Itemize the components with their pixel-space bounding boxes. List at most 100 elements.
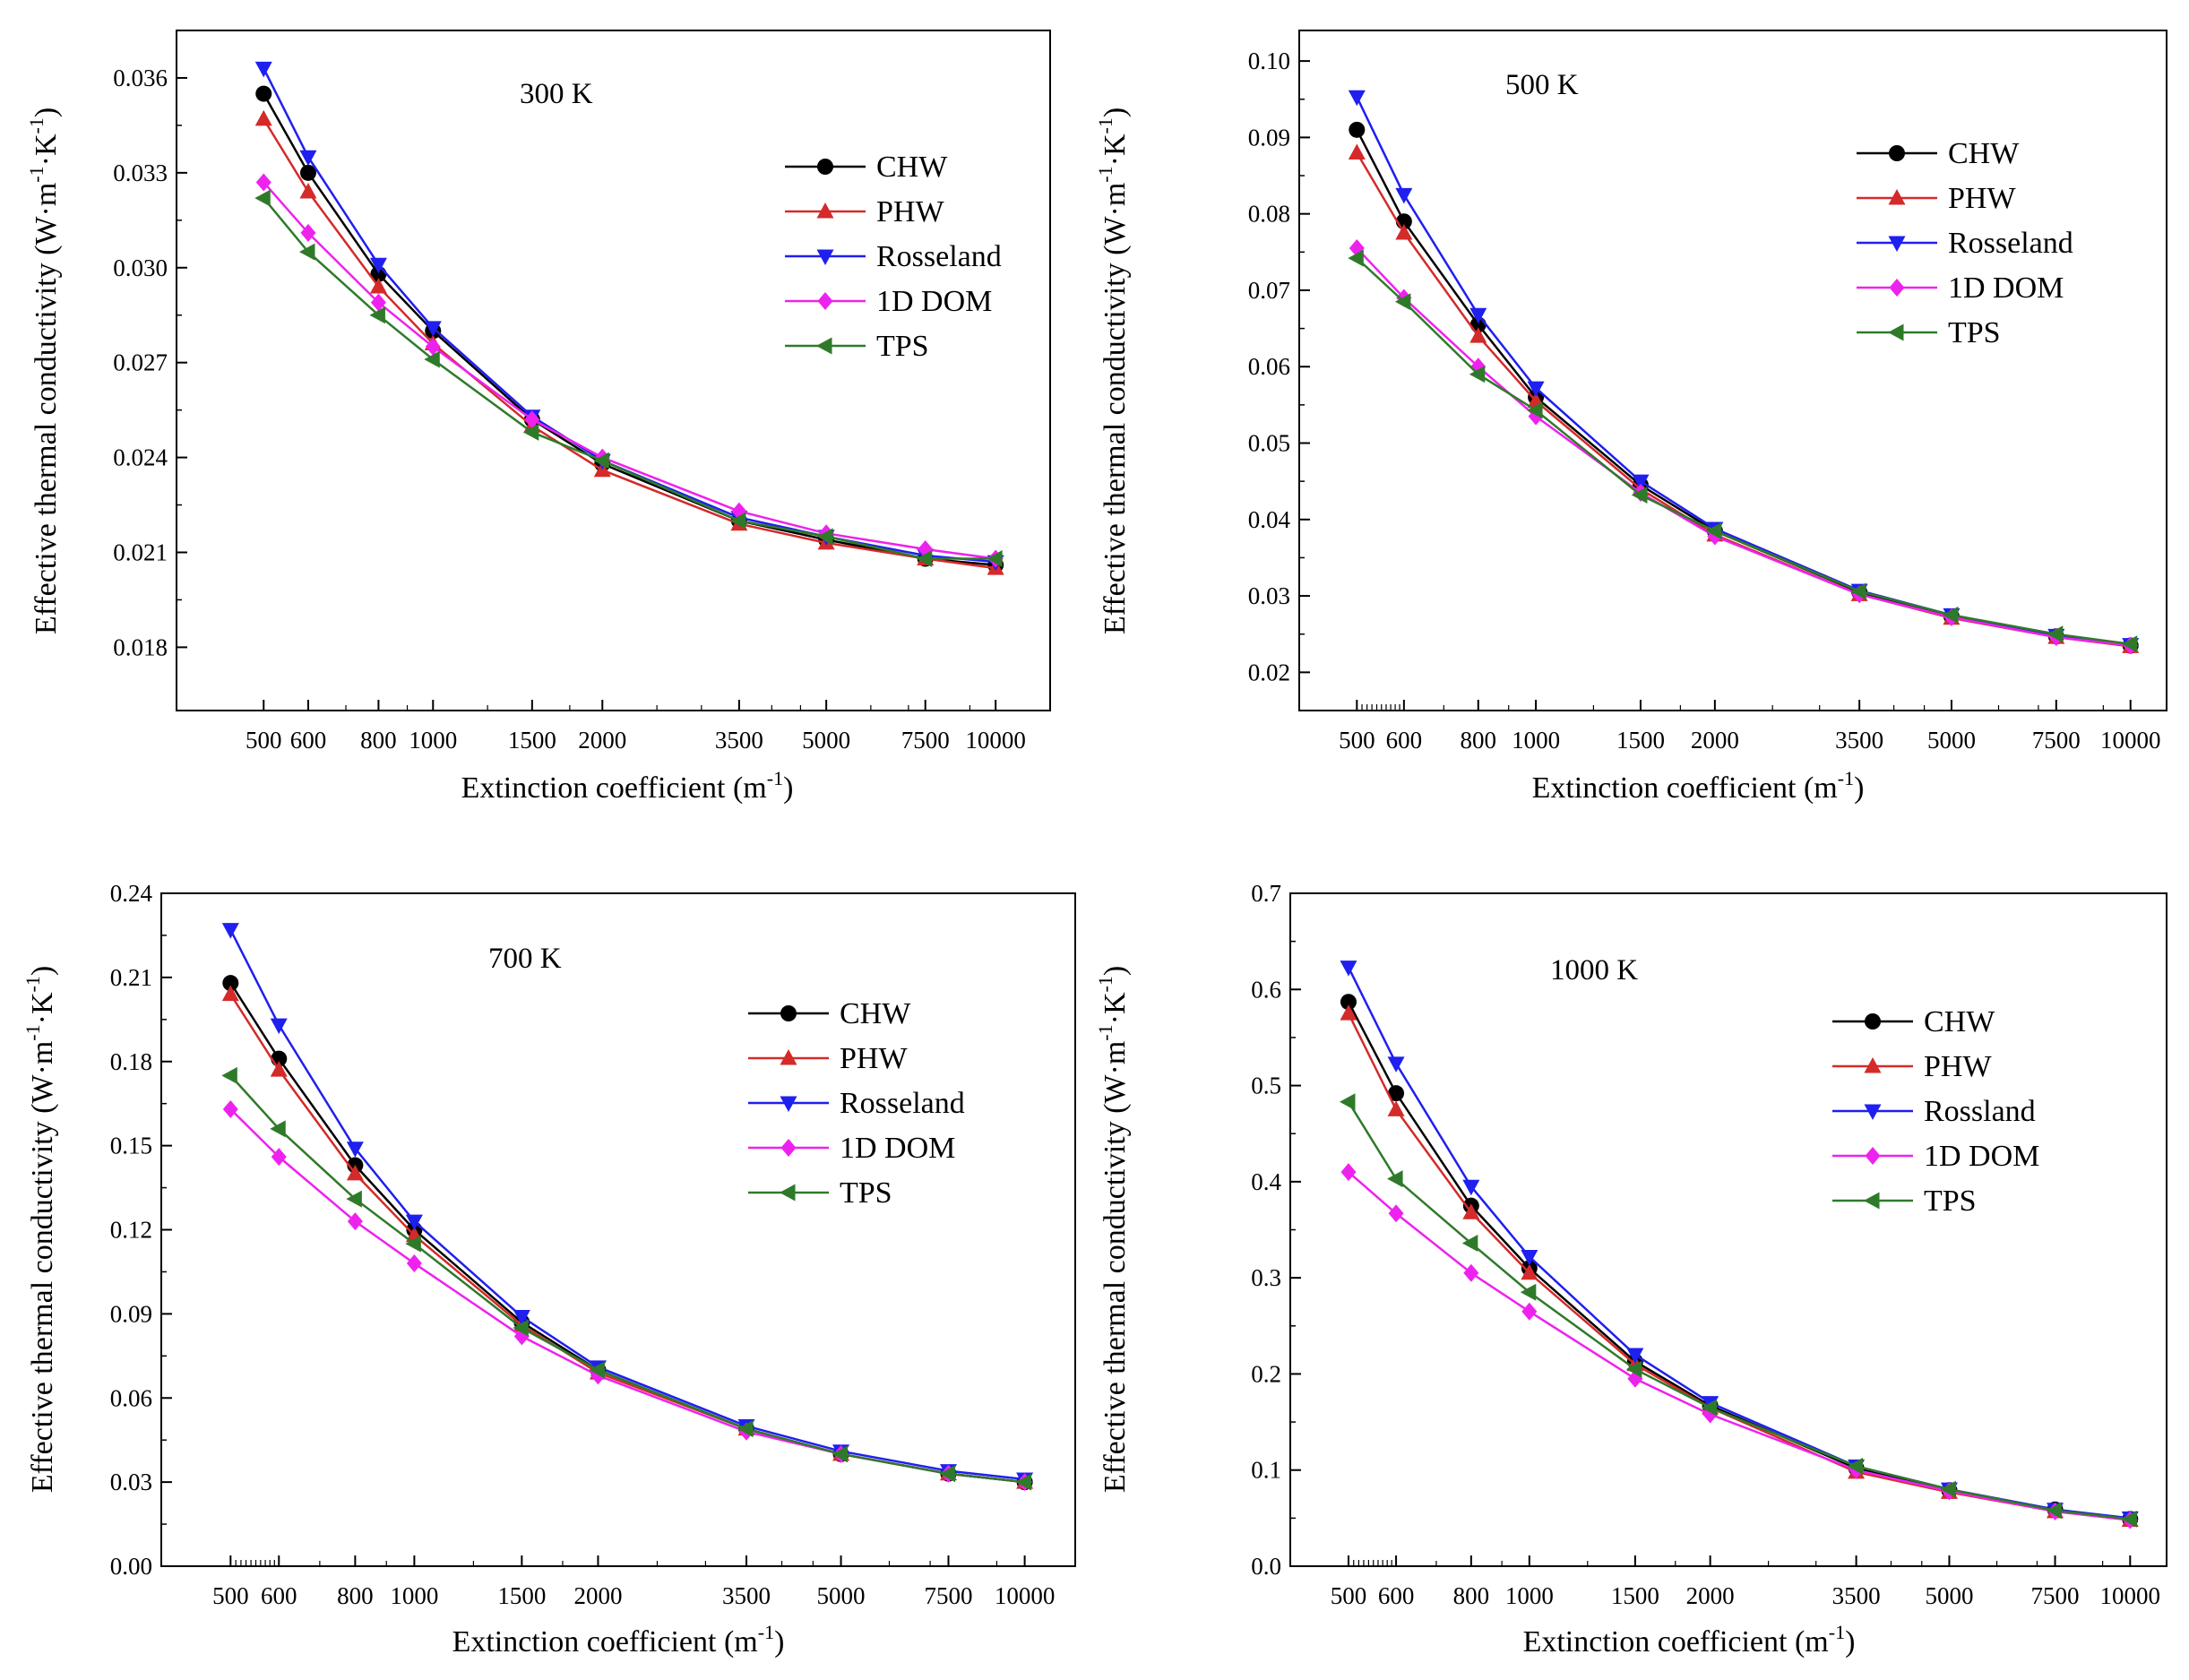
series-chw [1340,994,2139,1528]
data-point [729,512,746,530]
series-tps [1339,1093,2137,1528]
y-axis-title: Effective thermal conductivity (W·m-1·K-… [1094,966,1132,1493]
x-tick-label: 600 [1378,1582,1415,1609]
series-line [1348,1171,2131,1521]
series-line [1356,257,2131,646]
y-tick-label: 0.09 [1248,124,1290,151]
data-point [1850,582,1866,600]
data-point [832,1445,849,1463]
series-line [1356,96,2131,646]
series-tps [221,1066,1032,1491]
data-point [1463,1263,1479,1282]
data-point [1395,187,1413,204]
data-point [221,985,239,1002]
legend-label: PHW [840,1042,908,1075]
x-tick-label: 800 [1453,1582,1490,1609]
series-chw [222,975,1033,1491]
data-point [1521,1263,1538,1280]
x-tick-label: 5000 [802,727,850,754]
data-point [1348,90,1366,107]
x-tick-label: 10000 [2100,1582,2161,1609]
legend-marker [1864,1057,1882,1073]
y-tick-label: 0.09 [110,1300,152,1327]
series-chw [1349,121,2139,654]
x-tick-label: 600 [261,1582,297,1609]
data-point [254,189,271,207]
y-tick-label: 0.6 [1251,976,1281,1003]
series-tps [254,189,1003,568]
series-line [1347,1101,2131,1521]
data-point [1521,1250,1538,1266]
legend-marker [1864,1104,1882,1120]
data-point [270,1120,286,1138]
data-point [1340,1004,1357,1021]
x-tick-label: 800 [337,1582,374,1609]
data-point [222,975,239,992]
x-tick-label: 5000 [1927,727,1976,754]
plot-frame [1298,30,2167,711]
data-point [346,1164,364,1181]
legend-label: TPS [876,330,929,363]
legend-marker [780,1005,797,1021]
chart-panel-4: 0.0 0.1 0.2 0.3 0.4 0.5 0.6 0.7 500 600 800 1000 150… [1094,880,2167,1658]
data-point [1340,1163,1357,1182]
panel-title: 500 K [1505,69,1579,101]
data-point [255,173,271,192]
y-tick-label: 0.08 [1248,201,1290,228]
legend-marker [1889,279,1905,297]
x-tick-label: 500 [1331,1582,1367,1609]
x-tick-label: 500 [212,1582,249,1609]
legend-label: Rosseland [876,240,1002,273]
legend-marker [1864,1192,1880,1210]
data-point [347,1212,363,1231]
x-tick-label: 10000 [2100,727,2161,754]
y-tick-label: 0.033 [113,159,168,186]
y-tick-label: 0.021 [113,538,168,565]
data-point [817,528,833,546]
legend-marker [780,1049,797,1065]
series-phw [221,985,1034,1489]
series-1d-dom [255,173,1004,568]
legend: CHW PHW Rosseland 1D DOM TPS [748,997,965,1210]
x-tick-label: 3500 [1832,1582,1881,1609]
x-tick-label: 3500 [1835,727,1883,754]
chart-panel-3: 0.00 0.03 0.06 0.09 0.12 0.15 0.18 0.21 0.24 500 6… [22,880,1076,1658]
data-point [1847,1457,1864,1475]
y-tick-label: 0.024 [113,444,168,471]
data-point [1942,606,1959,624]
data-point [524,410,540,429]
series-rosseland [1348,90,2140,654]
data-point [222,1099,238,1118]
legend-label: PHW [1948,182,2016,215]
legend-label: 1D DOM [840,1132,955,1165]
legend-label: Rossland [1924,1095,2036,1128]
legend-label: Rosseland [1948,227,2073,260]
series-phw [1340,1004,2139,1528]
data-point [1340,994,1357,1011]
y-tick-label: 0.06 [1248,353,1290,380]
data-point [1527,401,1543,419]
data-point [522,423,539,441]
data-point [369,306,385,324]
legend-label: TPS [1924,1185,1977,1218]
data-point [406,1254,422,1273]
x-tick-label: 1000 [1505,1582,1554,1609]
data-point [1469,307,1487,324]
legend-marker [780,1184,796,1202]
data-point [221,923,239,939]
y-tick-label: 0.036 [113,65,168,91]
data-point [1701,1399,1718,1417]
series-rosseland [221,923,1034,1488]
legend: CHW PHW Rosseland 1D DOM TPS [1857,137,2073,349]
y-tick-label: 0.18 [110,1048,152,1075]
data-point [1940,1480,1956,1498]
data-point [1349,121,1366,138]
panel-title: 700 K [488,943,562,975]
data-point [513,1310,530,1326]
y-tick-label: 0.24 [110,880,153,907]
x-tick-label: 2000 [1686,1582,1735,1609]
y-tick-label: 0.15 [110,1133,152,1159]
data-point [939,1465,955,1483]
y-axis-title: Effective thermal conductivity (W·m-1·K-… [1094,108,1132,634]
x-tick-label: 5000 [1925,1582,1973,1609]
